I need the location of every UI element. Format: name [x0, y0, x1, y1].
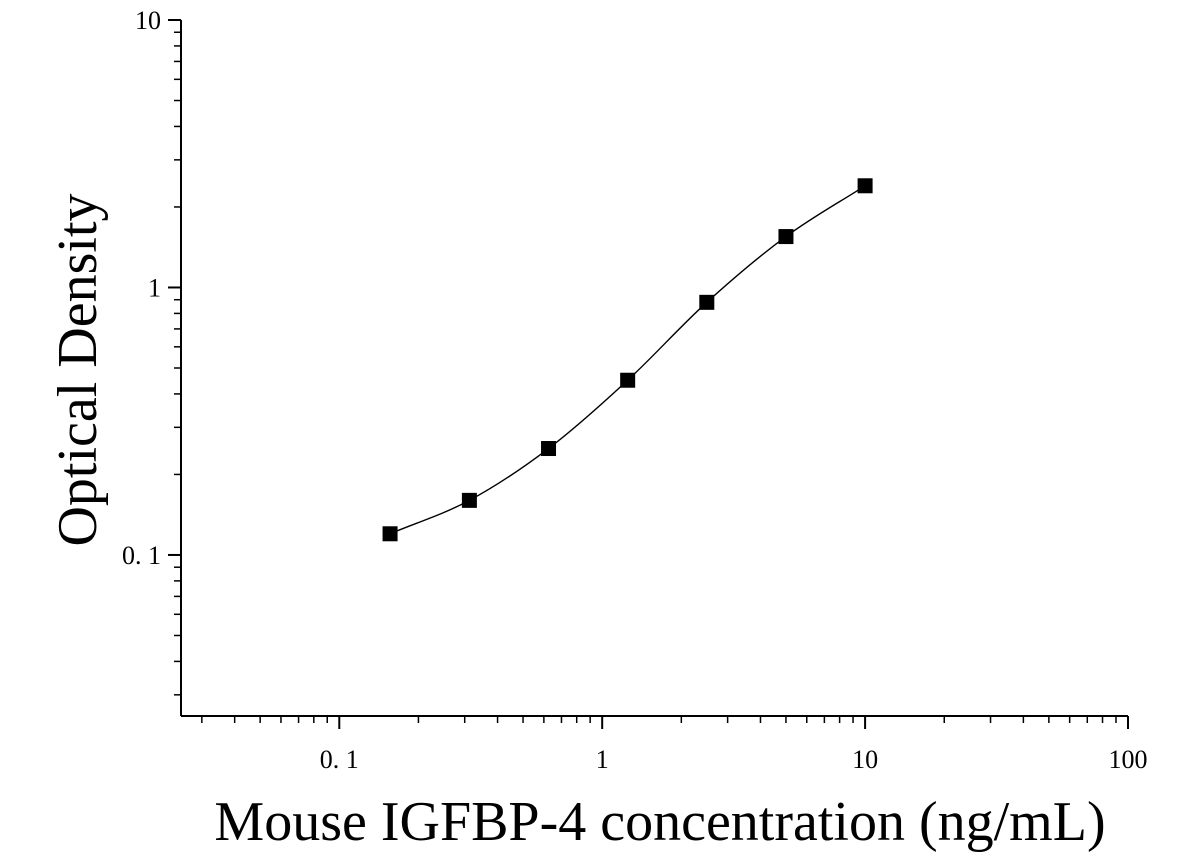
- x-tick-label: 1: [596, 745, 609, 774]
- data-point: [857, 178, 873, 194]
- data-point: [461, 492, 477, 508]
- data-point: [778, 229, 794, 245]
- data-point: [699, 294, 715, 310]
- x-axis-title: Mouse IGFBP-4 concentration (ng/mL): [214, 791, 1105, 853]
- y-tick-label: 1: [148, 273, 161, 302]
- axes: [168, 19, 1129, 729]
- fit-curve: [389, 185, 866, 535]
- y-minor-ticks: [174, 31, 181, 696]
- x-tick-label: 10: [852, 745, 878, 774]
- data-point: [541, 441, 557, 457]
- x-tick-labels: 0. 1 1 10 100: [320, 745, 1148, 774]
- y-major-ticks: [168, 19, 181, 556]
- data-point: [620, 372, 636, 388]
- y-tick-label: 0. 1: [122, 541, 161, 570]
- y-tick-labels: 0. 1 1 10: [122, 6, 161, 570]
- y-axis-title: Optical Density: [47, 193, 109, 546]
- x-major-ticks: [338, 716, 1129, 729]
- data-points: [382, 178, 873, 542]
- x-minor-ticks: [201, 716, 1117, 723]
- y-tick-label: 10: [135, 6, 161, 35]
- x-tick-label: 100: [1109, 745, 1148, 774]
- data-point: [382, 526, 398, 542]
- x-tick-label: 0. 1: [320, 745, 359, 774]
